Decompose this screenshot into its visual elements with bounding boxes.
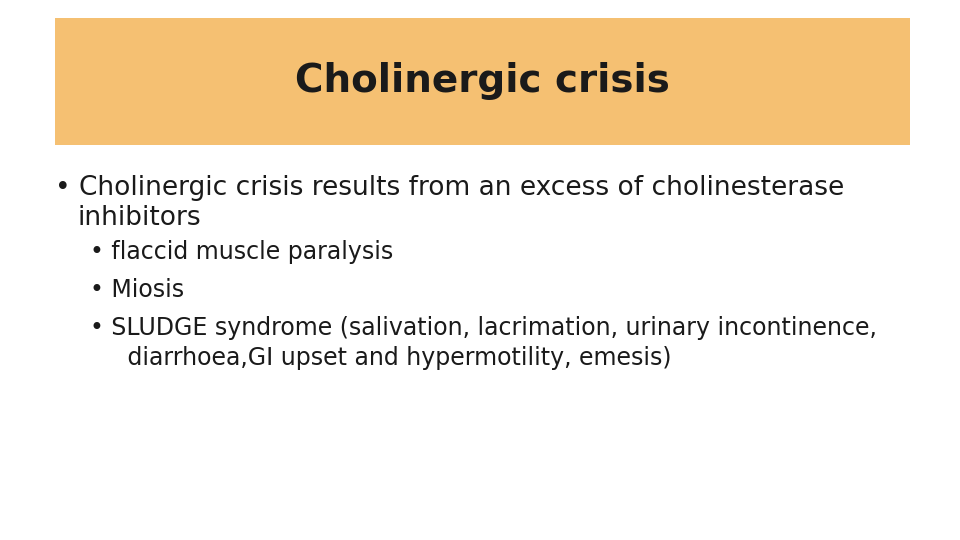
Text: Cholinergic crisis: Cholinergic crisis [295, 63, 670, 100]
Bar [55, 18, 910, 145]
Text: • flaccid muscle paralysis: • flaccid muscle paralysis [90, 240, 394, 264]
Text: diarrhoea,GI upset and hypermotility, emesis): diarrhoea,GI upset and hypermotility, em… [90, 346, 671, 370]
Text: • Miosis: • Miosis [90, 278, 184, 302]
Text: • SLUDGE syndrome (salivation, lacrimation, urinary incontinence,: • SLUDGE syndrome (salivation, lacrimati… [90, 316, 876, 340]
Text: • Cholinergic crisis results from an excess of cholinesterase: • Cholinergic crisis results from an exc… [55, 175, 844, 201]
Text: inhibitors: inhibitors [77, 205, 201, 231]
